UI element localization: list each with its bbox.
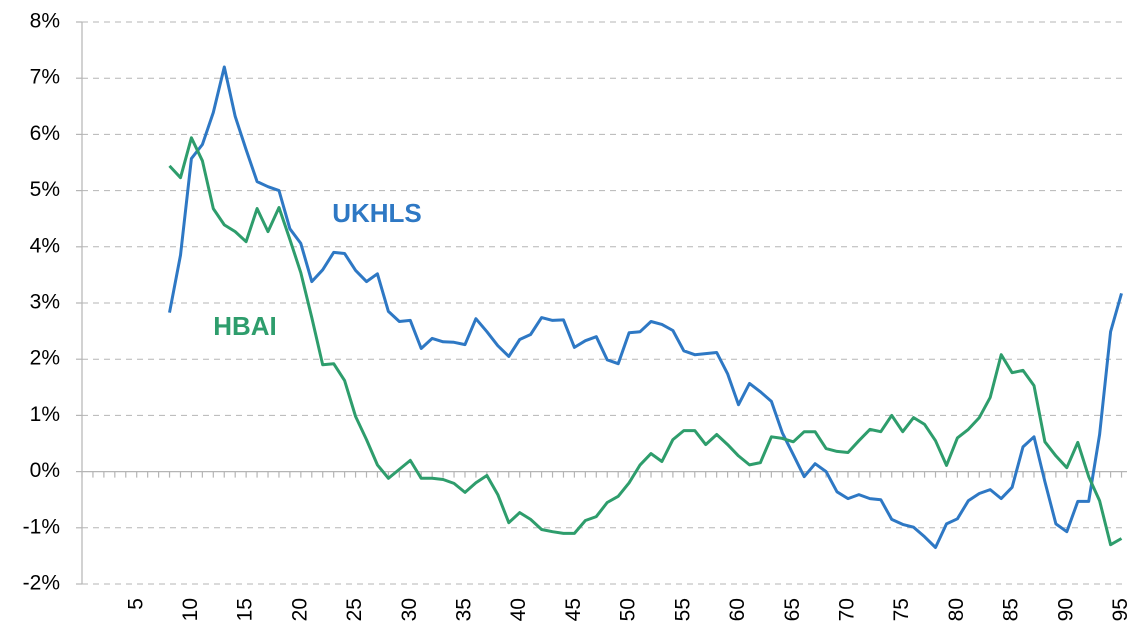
x-tick-label: 75 [890, 598, 913, 621]
x-tick-label: 50 [617, 598, 640, 621]
x-tick-label: 10 [179, 598, 202, 621]
x-tick-label: 55 [671, 598, 694, 621]
x-tick-label: 80 [945, 598, 968, 621]
x-tick-label: 95 [1109, 598, 1132, 621]
y-tick-label: 2% [30, 347, 60, 370]
x-tick-label: 65 [781, 598, 804, 621]
y-tick-label: 8% [30, 10, 60, 33]
y-tick-label: 5% [30, 178, 60, 201]
series-line [168, 136, 1123, 547]
series-line [168, 65, 1123, 549]
x-tick-label: 35 [453, 598, 476, 621]
y-tick-label: 4% [30, 234, 60, 257]
x-tick-label: 45 [562, 598, 585, 621]
series-label: HBAI [213, 311, 277, 341]
x-tick-label: 60 [726, 598, 749, 621]
x-tick-label: 90 [1054, 598, 1077, 621]
y-tick-label: 0% [30, 459, 60, 482]
x-tick-label: 15 [234, 598, 257, 621]
y-tick-label: 6% [30, 122, 60, 145]
x-tick-label: 25 [343, 598, 366, 621]
y-tick-label: 1% [30, 403, 60, 426]
x-tick-label: 20 [288, 598, 311, 621]
x-tick-label: 30 [398, 598, 421, 621]
x-tick-label: 85 [1000, 598, 1023, 621]
series-label: UKHLS [332, 198, 422, 228]
y-tick-label: -1% [23, 515, 60, 538]
y-tick-label: 7% [30, 66, 60, 89]
y-tick-label: -2% [23, 572, 60, 595]
x-tick-label: 5 [124, 598, 147, 610]
x-tick-label: 70 [836, 598, 859, 621]
y-tick-label: 3% [30, 291, 60, 314]
x-tick-label: 40 [507, 598, 530, 621]
